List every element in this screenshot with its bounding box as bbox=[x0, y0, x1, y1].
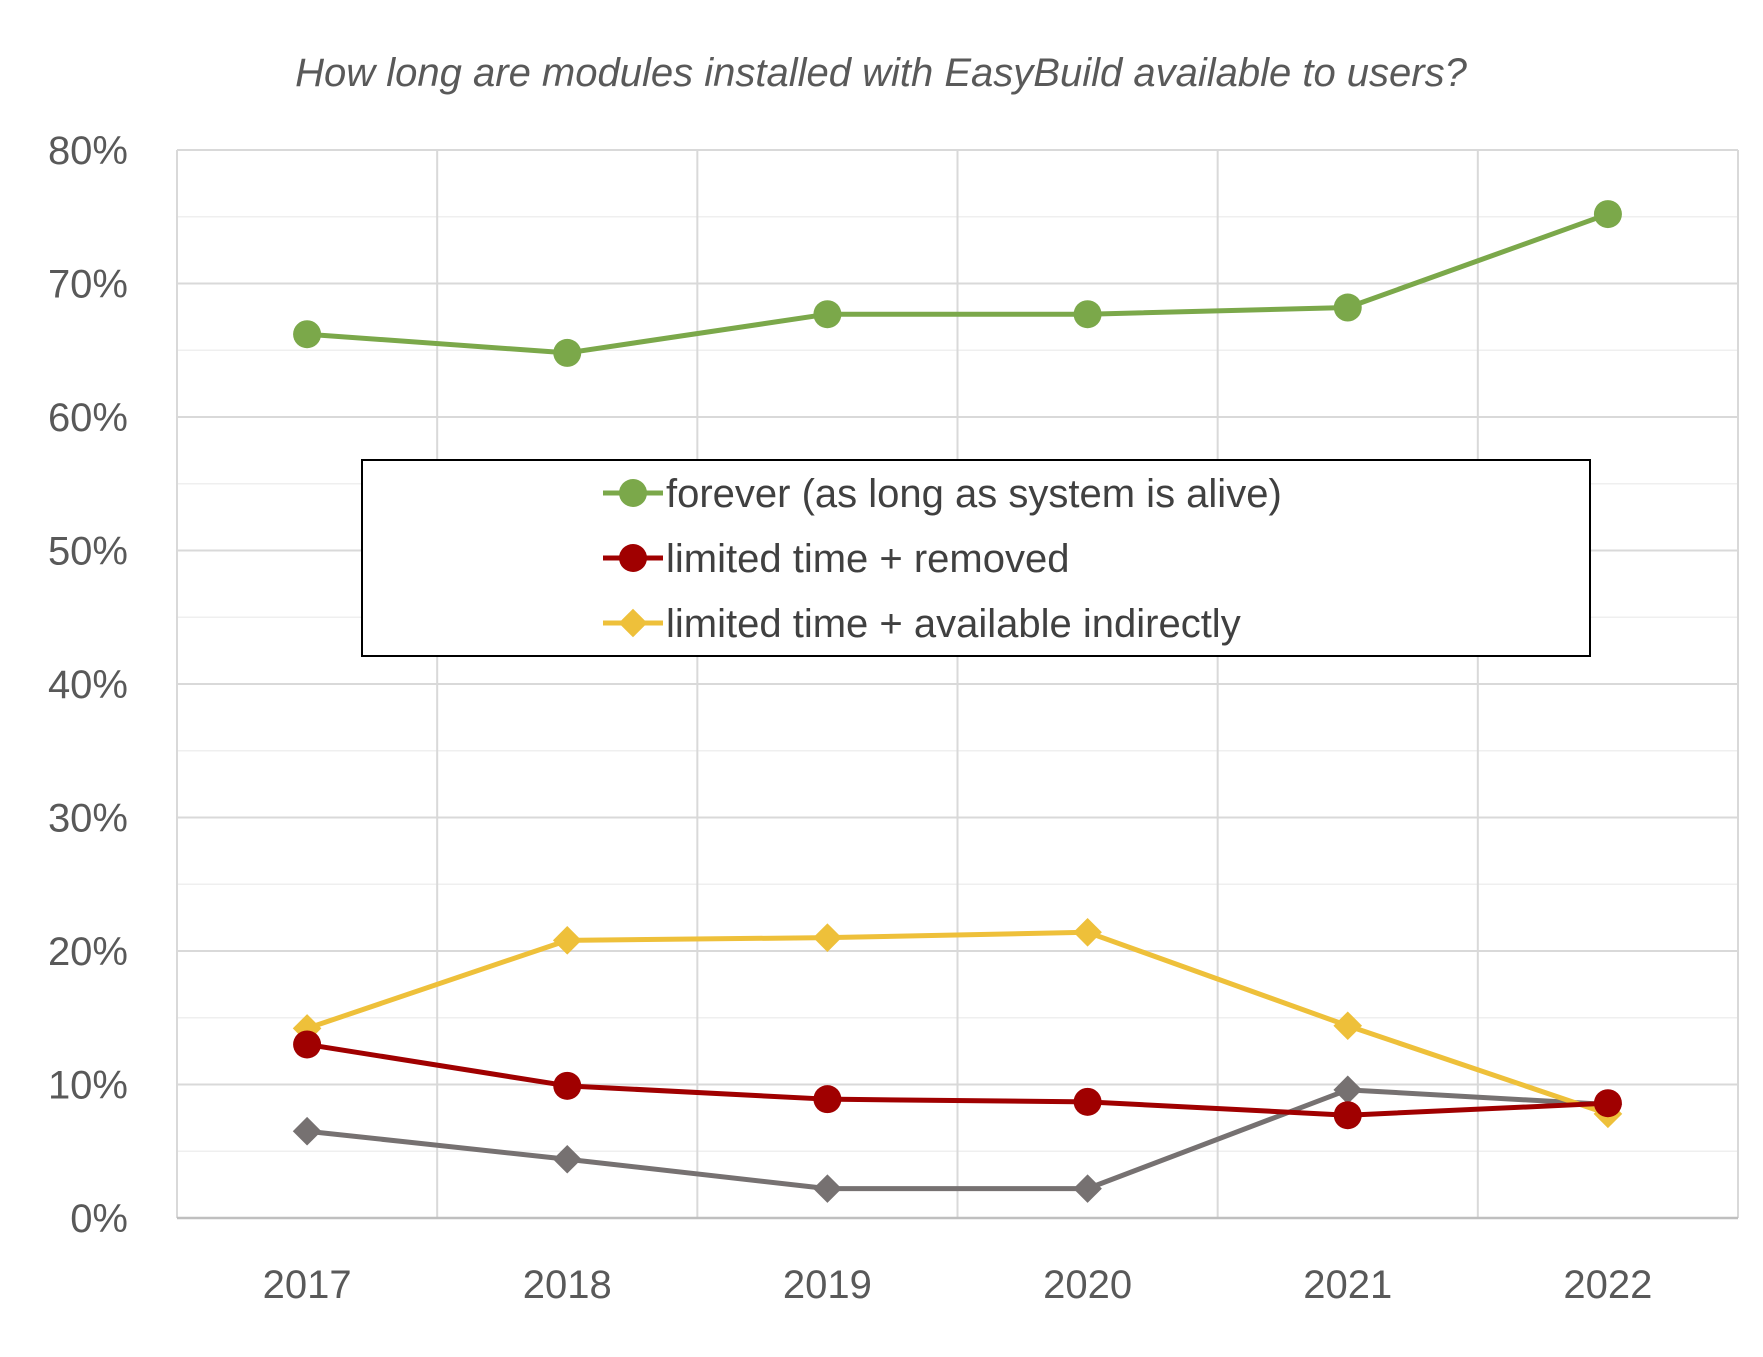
data-point bbox=[1333, 1101, 1362, 1130]
y-tick-label: 0% bbox=[70, 1197, 128, 1241]
y-tick-label: 70% bbox=[48, 263, 128, 307]
data-point bbox=[292, 1116, 322, 1146]
data-point bbox=[1593, 200, 1622, 229]
legend-item: forever (as long as system is alive) bbox=[603, 472, 1282, 516]
x-tick-label: 2017 bbox=[263, 1263, 352, 1307]
legend-label: limited time + removed bbox=[666, 537, 1069, 581]
x-axis-tick-labels: 2017 2018 2019 2020 2021 2022 bbox=[263, 1263, 1653, 1307]
x-tick-label: 2019 bbox=[783, 1263, 872, 1307]
data-point bbox=[1073, 300, 1102, 329]
data-point bbox=[813, 1174, 842, 1203]
series-2 bbox=[293, 1030, 1622, 1130]
data-point bbox=[1073, 1174, 1102, 1203]
data-point bbox=[1333, 1011, 1363, 1041]
series-layer bbox=[292, 200, 1623, 1203]
legend-swatch-marker bbox=[619, 479, 647, 507]
data-point bbox=[293, 1030, 322, 1059]
data-point bbox=[813, 300, 842, 329]
series-line bbox=[306, 929, 1609, 1117]
data-point bbox=[553, 338, 582, 367]
data-point bbox=[813, 923, 842, 952]
y-axis-tick-labels: 0% 10% 20% 30% 40% 50% 60% 70% 80% bbox=[48, 129, 128, 1241]
data-point bbox=[552, 926, 582, 955]
data-point bbox=[1073, 918, 1102, 947]
y-tick-label: 50% bbox=[48, 530, 128, 574]
series-3 bbox=[292, 918, 1623, 1129]
series-1 bbox=[293, 200, 1622, 367]
legend: forever (as long as system is alive) limi… bbox=[361, 459, 1591, 657]
data-point bbox=[1333, 293, 1362, 322]
y-tick-label: 30% bbox=[48, 797, 128, 841]
legend-box bbox=[361, 459, 1591, 657]
legend-swatch-marker bbox=[618, 608, 648, 638]
series-line bbox=[306, 211, 1609, 356]
legend-item: limited time + removed bbox=[603, 537, 1069, 581]
data-point bbox=[553, 1071, 582, 1100]
data-point bbox=[1593, 1089, 1622, 1118]
y-tick-label: 10% bbox=[48, 1064, 128, 1108]
x-tick-label: 2021 bbox=[1303, 1263, 1392, 1307]
y-tick-label: 80% bbox=[48, 129, 128, 173]
x-tick-label: 2020 bbox=[1043, 1263, 1132, 1307]
legend-swatch-marker bbox=[619, 544, 647, 572]
data-point bbox=[1073, 1087, 1102, 1116]
x-tick-label: 2018 bbox=[523, 1263, 612, 1307]
legend-item: limited time + available indirectly bbox=[603, 602, 1241, 646]
data-point bbox=[813, 1085, 842, 1114]
x-tick-label: 2022 bbox=[1563, 1263, 1652, 1307]
y-tick-label: 40% bbox=[48, 663, 128, 707]
data-point bbox=[1333, 1075, 1363, 1105]
series-line bbox=[306, 1041, 1609, 1118]
legend-label: forever (as long as system is alive) bbox=[666, 472, 1282, 516]
data-point bbox=[293, 320, 322, 349]
major-gridlines bbox=[176, 149, 1739, 1218]
chart-title: How long are modules installed with Easy… bbox=[295, 51, 1467, 95]
legend-label: limited time + available indirectly bbox=[666, 602, 1241, 646]
series-line bbox=[306, 1087, 1609, 1192]
y-tick-label: 20% bbox=[48, 930, 128, 974]
y-tick-label: 60% bbox=[48, 396, 128, 440]
data-point bbox=[552, 1144, 582, 1174]
